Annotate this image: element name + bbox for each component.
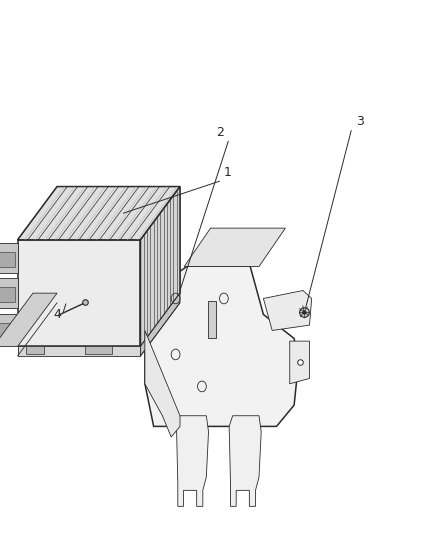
Polygon shape	[0, 287, 15, 302]
Text: 1: 1	[223, 166, 231, 179]
Polygon shape	[0, 293, 57, 346]
Polygon shape	[140, 187, 180, 346]
Text: 2: 2	[215, 126, 223, 139]
Polygon shape	[176, 416, 208, 506]
Polygon shape	[184, 228, 285, 266]
Polygon shape	[0, 243, 18, 273]
Polygon shape	[208, 301, 215, 338]
Text: 3: 3	[355, 115, 363, 128]
Polygon shape	[0, 252, 15, 266]
Polygon shape	[18, 346, 140, 356]
Polygon shape	[289, 341, 309, 384]
Polygon shape	[145, 251, 298, 426]
Polygon shape	[0, 278, 18, 308]
Polygon shape	[145, 330, 180, 437]
Text: 4: 4	[53, 308, 61, 321]
Polygon shape	[0, 313, 18, 344]
Polygon shape	[263, 290, 311, 330]
Polygon shape	[18, 240, 140, 346]
Polygon shape	[0, 322, 15, 338]
Polygon shape	[229, 416, 261, 506]
Polygon shape	[18, 187, 180, 240]
Polygon shape	[26, 346, 44, 354]
Polygon shape	[187, 235, 272, 266]
Polygon shape	[140, 293, 180, 356]
Polygon shape	[85, 346, 111, 354]
